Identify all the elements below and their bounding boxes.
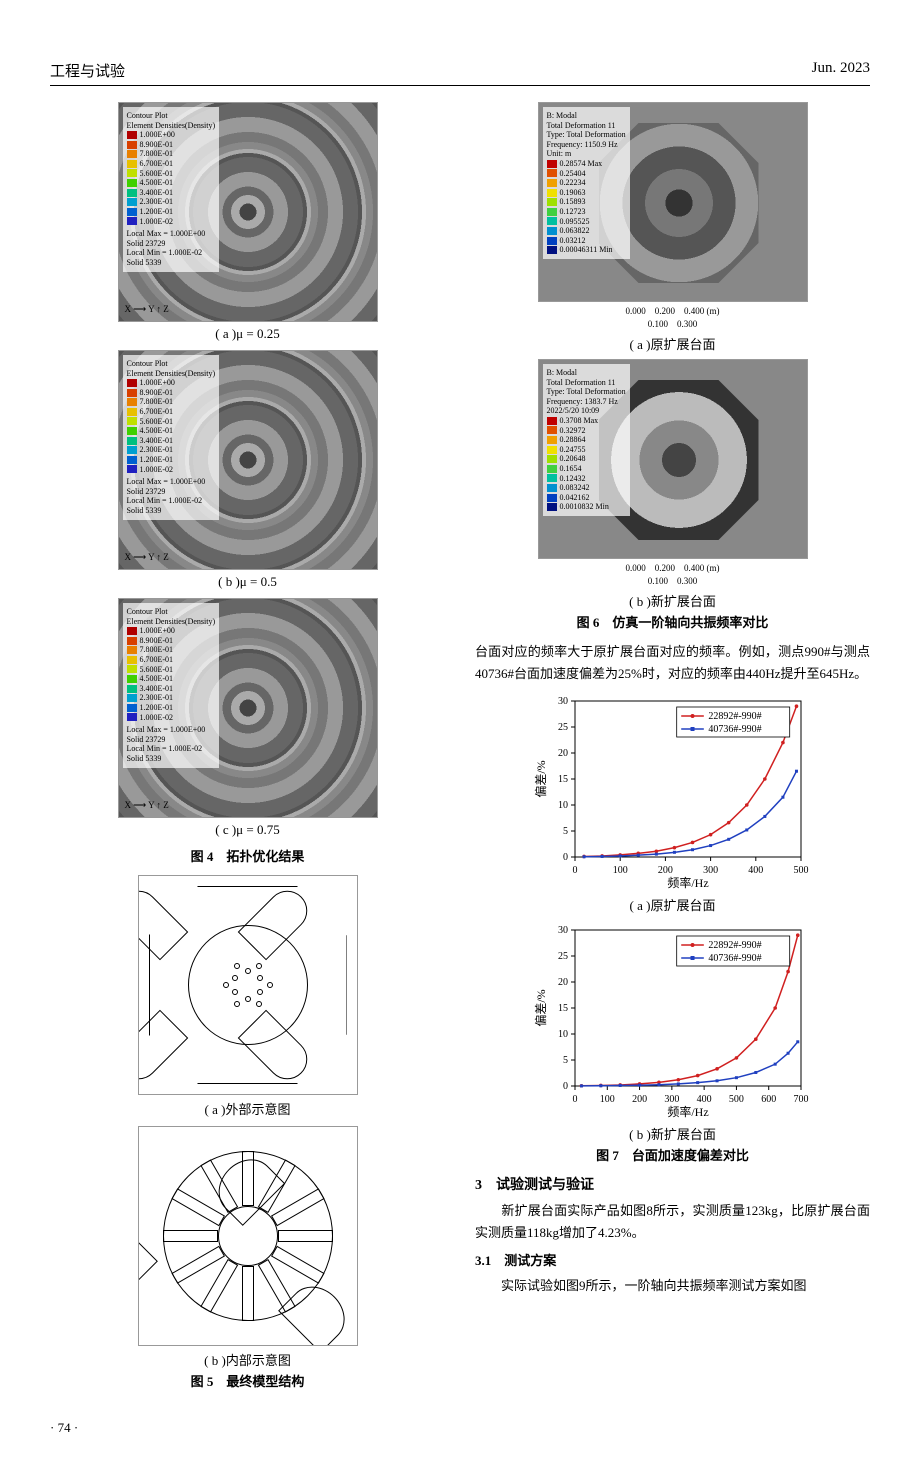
- svg-text:0: 0: [563, 852, 568, 863]
- density-plot: Contour Plot Element Densities(Density)1…: [118, 350, 378, 570]
- svg-text:0: 0: [572, 865, 577, 876]
- svg-text:300: 300: [664, 1094, 679, 1105]
- fig5-caption: 图 5 最终模型结构: [50, 1371, 445, 1390]
- fig6-caption: 图 6 仿真一阶轴向共振频率对比: [475, 612, 870, 631]
- fig4-caption: 图 4 拓扑优化结果: [50, 846, 445, 865]
- fig5a-external: [138, 875, 358, 1095]
- fig6b-deform: B: Modal Total Deformation 11 Type: Tota…: [538, 359, 808, 559]
- figure-7: 0100200300400500051015202530频率/Hz偏差/%228…: [475, 691, 870, 1164]
- svg-text:15: 15: [558, 774, 568, 785]
- fig7-caption: 图 7 台面加速度偏差对比: [475, 1145, 870, 1164]
- svg-text:20: 20: [558, 748, 568, 759]
- figure-5: ( a )外部示意图 ( b )内部示意图 图 5 最终模型结构: [50, 875, 445, 1390]
- svg-text:400: 400: [696, 1094, 711, 1105]
- fig6b-legend: B: Modal Total Deformation 11 Type: Tota…: [543, 364, 630, 516]
- svg-text:25: 25: [558, 722, 568, 733]
- fig6b-sub: ( b )新扩展台面: [475, 591, 870, 610]
- issue-date: Jun. 2023: [812, 60, 870, 81]
- fig6a-deform: B: Modal Total Deformation 11 Type: Tota…: [538, 102, 808, 302]
- two-column-layout: Contour Plot Element Densities(Density)1…: [50, 102, 870, 1400]
- right-column: B: Modal Total Deformation 11 Type: Tota…: [475, 102, 870, 1400]
- svg-text:5: 5: [563, 826, 568, 837]
- svg-text:500: 500: [793, 865, 808, 876]
- figure-4: Contour Plot Element Densities(Density)1…: [50, 102, 445, 865]
- fig5b-internal: [138, 1126, 358, 1346]
- svg-text:40736#-990#: 40736#-990#: [708, 953, 761, 964]
- svg-text:0: 0: [572, 1094, 577, 1105]
- svg-text:5: 5: [563, 1055, 568, 1066]
- page-header: 工程与试验 Jun. 2023: [50, 60, 870, 86]
- density-plot: Contour Plot Element Densities(Density)1…: [118, 102, 378, 322]
- left-column: Contour Plot Element Densities(Density)1…: [50, 102, 445, 1400]
- fig6a-sub: ( a )原扩展台面: [475, 334, 870, 353]
- section-3: 3 试验测试与验证: [475, 1174, 870, 1194]
- svg-text:500: 500: [728, 1094, 743, 1105]
- svg-text:200: 200: [632, 1094, 647, 1105]
- svg-text:15: 15: [558, 1003, 568, 1014]
- svg-text:22892#-990#: 22892#-990#: [708, 711, 761, 722]
- scalebar-b: 0.000 0.200 0.400 (m) 0.100 0.300: [475, 561, 870, 587]
- page-number: · 74 ·: [50, 1420, 870, 1436]
- svg-text:20: 20: [558, 977, 568, 988]
- density-legend: Contour Plot Element Densities(Density)1…: [123, 107, 220, 272]
- svg-text:频率/Hz: 频率/Hz: [667, 1104, 708, 1119]
- density-plot: Contour Plot Element Densities(Density)1…: [118, 598, 378, 818]
- chart-7b: 0 100 200 300 400 500 600 700 0 5 10 15 20 25 30 频率/Hz 偏…: [533, 920, 813, 1120]
- svg-text:25: 25: [558, 951, 568, 962]
- svg-text:偏差/%: 偏差/%: [533, 761, 548, 798]
- section-3-1: 3.1 测试方案: [475, 1250, 870, 1269]
- chart-7a: 0 100 200 300 400 500 0 5 10 15 20 25 30 频率/Hz 偏差/% 228…: [533, 691, 813, 891]
- svg-text:100: 100: [599, 1094, 614, 1105]
- svg-text:200: 200: [657, 865, 672, 876]
- journal-name: 工程与试验: [50, 60, 125, 81]
- svg-text:40736#-990#: 40736#-990#: [708, 724, 761, 735]
- paragraph-2: 新扩展台面实际产品如图8所示，实测质量123kg，比原扩展台面实测质量118kg…: [475, 1200, 870, 1244]
- figure-6: B: Modal Total Deformation 11 Type: Tota…: [475, 102, 870, 631]
- paragraph-1: 台面对应的频率大于原扩展台面对应的频率。例如，测点990#与测点40736#台面…: [475, 641, 870, 685]
- svg-text:30: 30: [558, 925, 568, 936]
- fig5a-sub: ( a )外部示意图: [50, 1099, 445, 1118]
- svg-text:300: 300: [703, 865, 718, 876]
- svg-text:10: 10: [558, 800, 568, 811]
- fig7a-sub: ( a )原扩展台面: [475, 895, 870, 914]
- fig5b-sub: ( b )内部示意图: [50, 1350, 445, 1369]
- svg-text:0: 0: [563, 1081, 568, 1092]
- svg-text:600: 600: [761, 1094, 776, 1105]
- svg-text:22892#-990#: 22892#-990#: [708, 940, 761, 951]
- svg-text:10: 10: [558, 1029, 568, 1040]
- svg-text:400: 400: [748, 865, 763, 876]
- paragraph-3: 实际试验如图9所示，一阶轴向共振频率测试方案如图: [475, 1275, 870, 1297]
- fig6a-legend: B: Modal Total Deformation 11 Type: Tota…: [543, 107, 630, 259]
- density-legend: Contour Plot Element Densities(Density)1…: [123, 603, 220, 768]
- svg-text:30: 30: [558, 696, 568, 707]
- svg-text:700: 700: [793, 1094, 808, 1105]
- fig7b-sub: ( b )新扩展台面: [475, 1124, 870, 1143]
- svg-text:偏差/%: 偏差/%: [533, 990, 548, 1027]
- density-legend: Contour Plot Element Densities(Density)1…: [123, 355, 220, 520]
- scalebar-a: 0.000 0.200 0.400 (m) 0.100 0.300: [475, 304, 870, 330]
- svg-text:100: 100: [612, 865, 627, 876]
- svg-text:频率/Hz: 频率/Hz: [667, 875, 708, 890]
